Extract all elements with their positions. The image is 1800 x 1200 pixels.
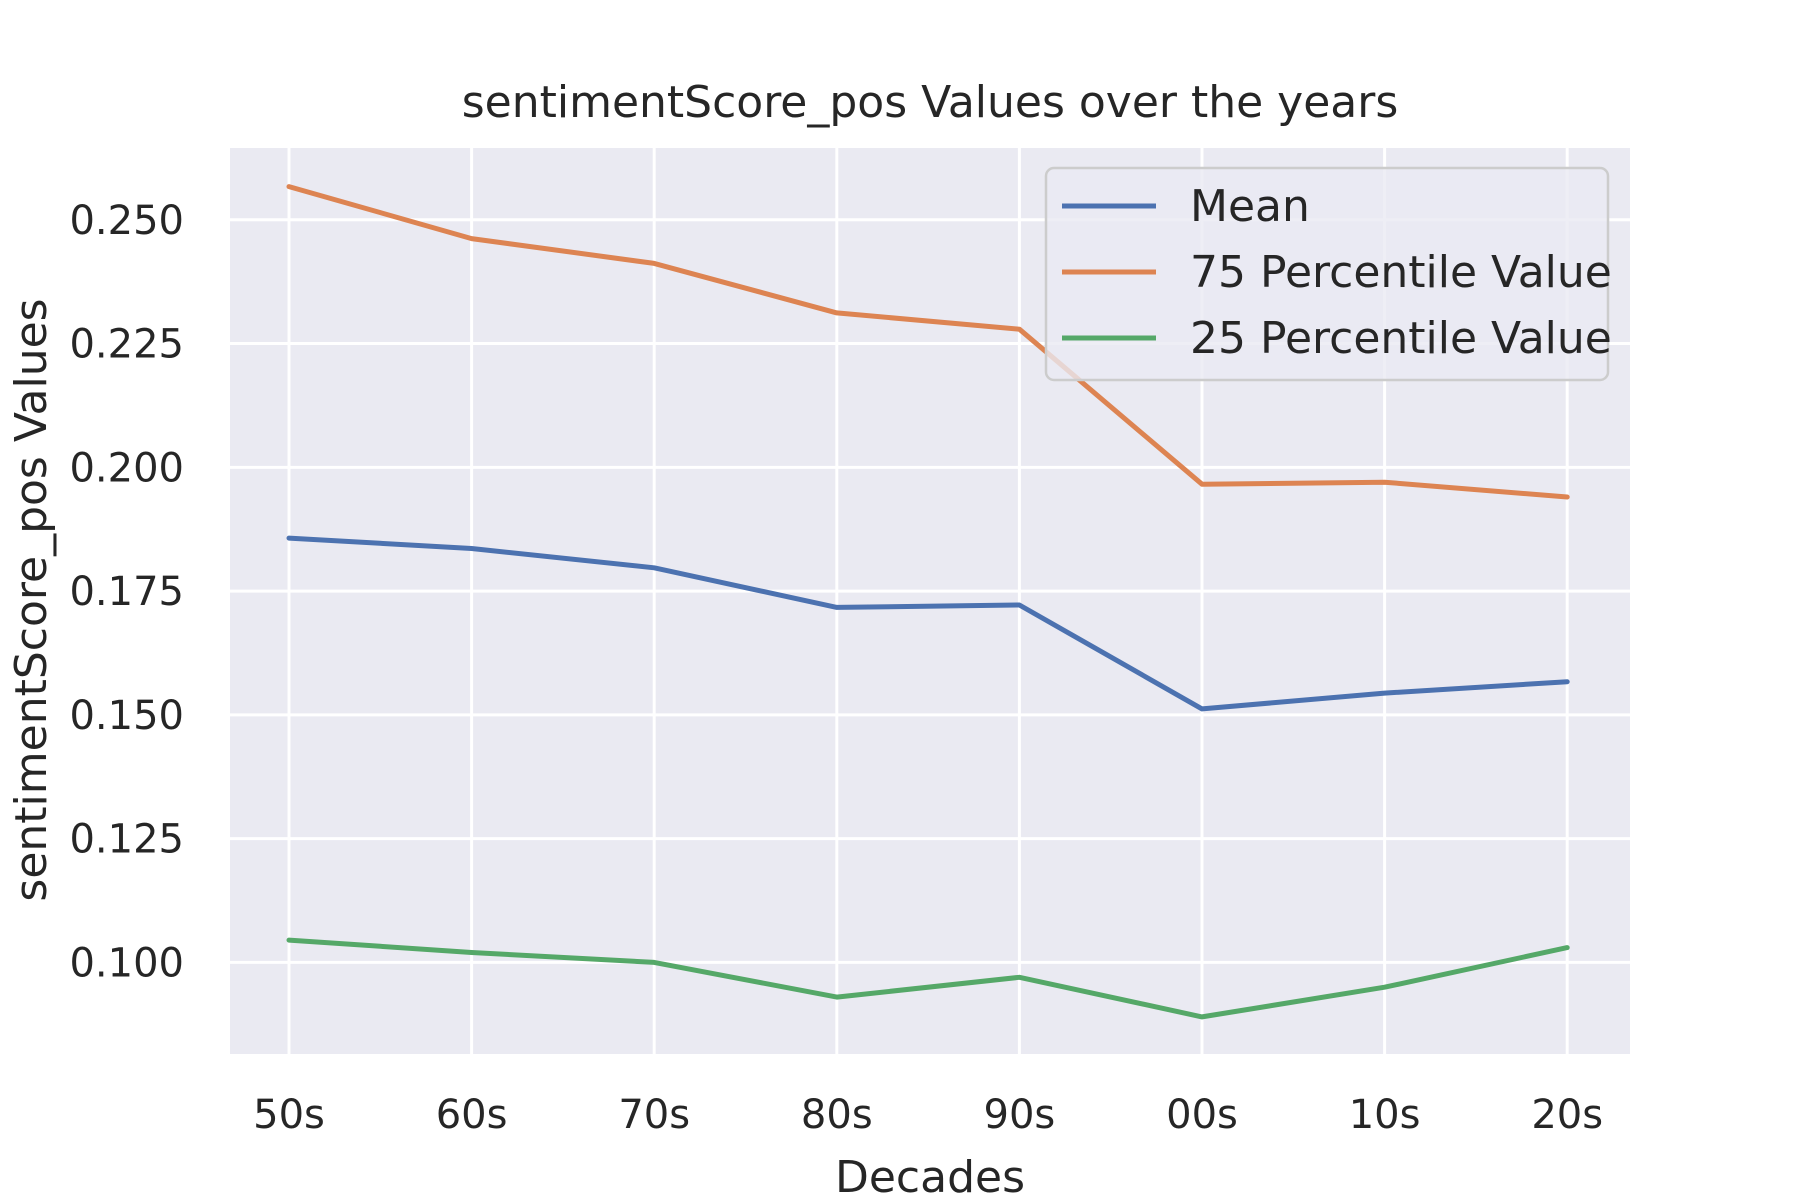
series-line-75-percentile (286, 184, 1570, 500)
x-tick-label: 00s (1166, 1092, 1238, 1138)
x-tick-label: 10s (1349, 1092, 1421, 1138)
x-tick-label: 50s (253, 1092, 325, 1138)
x-axis-label: Decades (835, 1152, 1025, 1200)
legend-label-25-percentile: 25 Percentile Value (1190, 313, 1612, 364)
y-tick-labels: 0.100 0.125 0.150 0.175 0.200 0.225 0.250 (69, 198, 184, 987)
y-tick-label: 0.250 (69, 198, 184, 244)
y-tick-label: 0.200 (69, 445, 184, 491)
legend-label-75-percentile: 75 Percentile Value (1190, 247, 1612, 298)
legend-box (1044, 166, 1610, 382)
y-tick-label: 0.100 (69, 940, 184, 986)
y-tick-label: 0.125 (69, 817, 184, 863)
x-tick-label: 70s (618, 1092, 690, 1138)
legend: Mean 75 Percentile Value 25 Percentile V… (1044, 166, 1612, 382)
x-tick-label: 60s (436, 1092, 508, 1138)
series-line-25-percentile (286, 937, 1570, 1020)
y-tick-label: 0.175 (69, 569, 184, 615)
series-lines (286, 184, 1570, 1020)
x-tick-labels: 50s 60s 70s 80s 90s 00s 10s 20s (253, 1092, 1603, 1138)
y-tick-label: 0.150 (69, 693, 184, 739)
series-line-mean (286, 535, 1570, 712)
y-axis-label: sentimentScore_pos Values (6, 298, 57, 901)
grid (230, 148, 1630, 1054)
x-tick-label: 80s (801, 1092, 873, 1138)
chart-title: sentimentScore_pos Values over the years (462, 77, 1399, 128)
legend-label-mean: Mean (1190, 181, 1310, 232)
y-tick-label: 0.225 (69, 322, 184, 368)
x-tick-label: 20s (1531, 1092, 1603, 1138)
x-tick-label: 90s (984, 1092, 1056, 1138)
